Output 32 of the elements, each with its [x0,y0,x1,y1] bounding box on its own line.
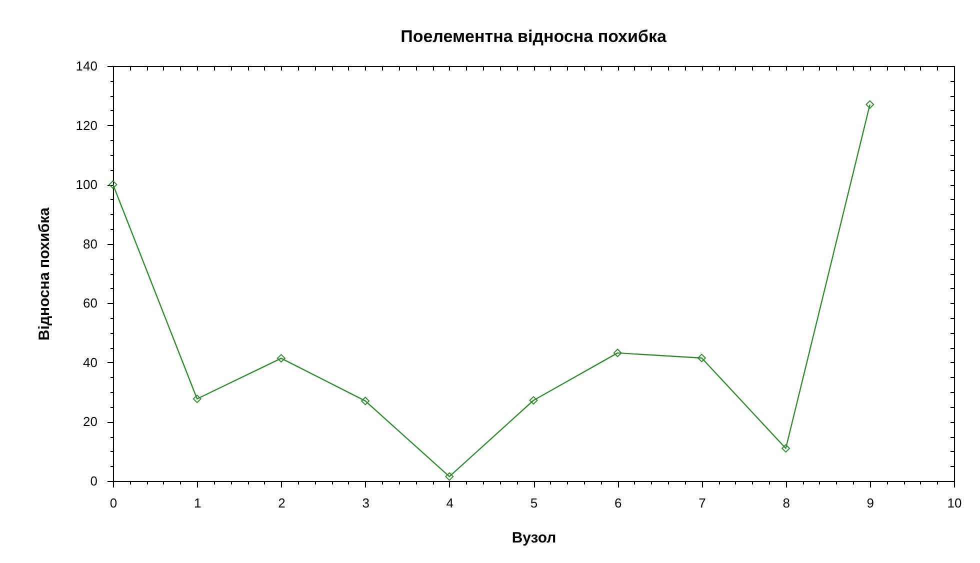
point [192,394,202,404]
y-tick-label: 40 [83,354,98,370]
y-tick-label: 120 [76,118,98,133]
x-tick-label: 4 [446,496,454,510]
y-tick-label: 0 [90,474,98,488]
y-tick-label: 60 [83,296,98,311]
x-tick-label: 0 [110,496,118,510]
y-axis-title: Відносна похибка [36,206,53,340]
y-tick-label: 20 [83,414,98,430]
y-tick-label: 100 [76,177,98,192]
point [866,100,874,109]
x-tick-label: 6 [614,496,622,510]
x-tick-label: 1 [194,496,202,510]
x-tick-label: 7 [698,496,706,510]
x-tick-label: 10 [947,496,962,510]
point [108,180,118,189]
x-tick-label: 9 [866,496,874,510]
x-tick-label: 2 [278,496,286,510]
point [697,354,706,362]
y-tick-label: 140 [76,58,98,74]
point [361,396,370,406]
point [613,348,622,358]
x-tick-label: 5 [530,496,538,510]
y-tick-label: 80 [83,236,98,252]
point [782,444,790,453]
x-tick-label: 8 [782,496,790,510]
point [529,396,538,405]
x-tick-label: 3 [362,496,370,510]
point [276,354,286,362]
x-axis-title: Вузол [512,530,556,546]
chart-title: Поелементна відносна похибка [400,27,667,46]
point [445,472,454,481]
